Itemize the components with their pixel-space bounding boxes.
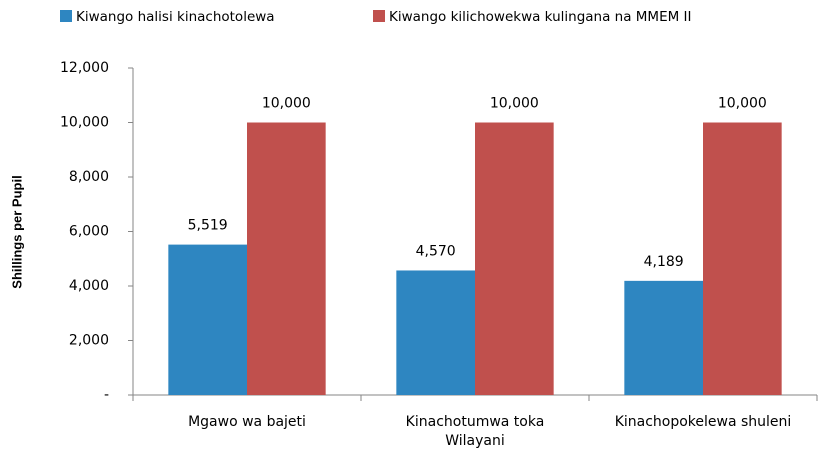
x-tick-label: Kinachopokelewa shuleni [615,414,792,430]
y-tick-label: 8,000 [69,169,109,185]
x-tick-label: Mgawo wa bajeti [188,414,306,430]
data-label: 10,000 [718,96,767,112]
y-tick-label: 6,000 [69,224,109,240]
data-label: 4,570 [416,243,456,259]
data-label: 4,189 [644,254,684,270]
data-label: 5,519 [188,218,228,234]
legend-swatch [60,10,72,22]
bar [624,280,703,395]
legend-label: Kiwango halisi kinachotolewa [76,9,275,25]
y-tick-label: 4,000 [69,278,109,294]
x-tick-label: Kinachotumwa toka Wilayani [406,414,545,449]
y-tick-label: 12,000 [60,60,109,76]
bar [703,122,782,395]
bar [475,122,554,395]
legend-swatch [373,10,385,22]
bar [396,270,475,395]
bar [247,122,326,395]
data-label: 10,000 [262,96,311,112]
y-tick-label: 2,000 [69,333,109,349]
data-label: 10,000 [490,96,539,112]
y-axis-title: Shillings per Pupil [9,175,24,288]
bar [168,244,247,395]
y-tick-label: - [104,387,109,403]
y-tick-label: 10,000 [60,115,109,131]
legend-label: Kiwango kilichowekwa kulingana na MMEM I… [389,9,692,25]
